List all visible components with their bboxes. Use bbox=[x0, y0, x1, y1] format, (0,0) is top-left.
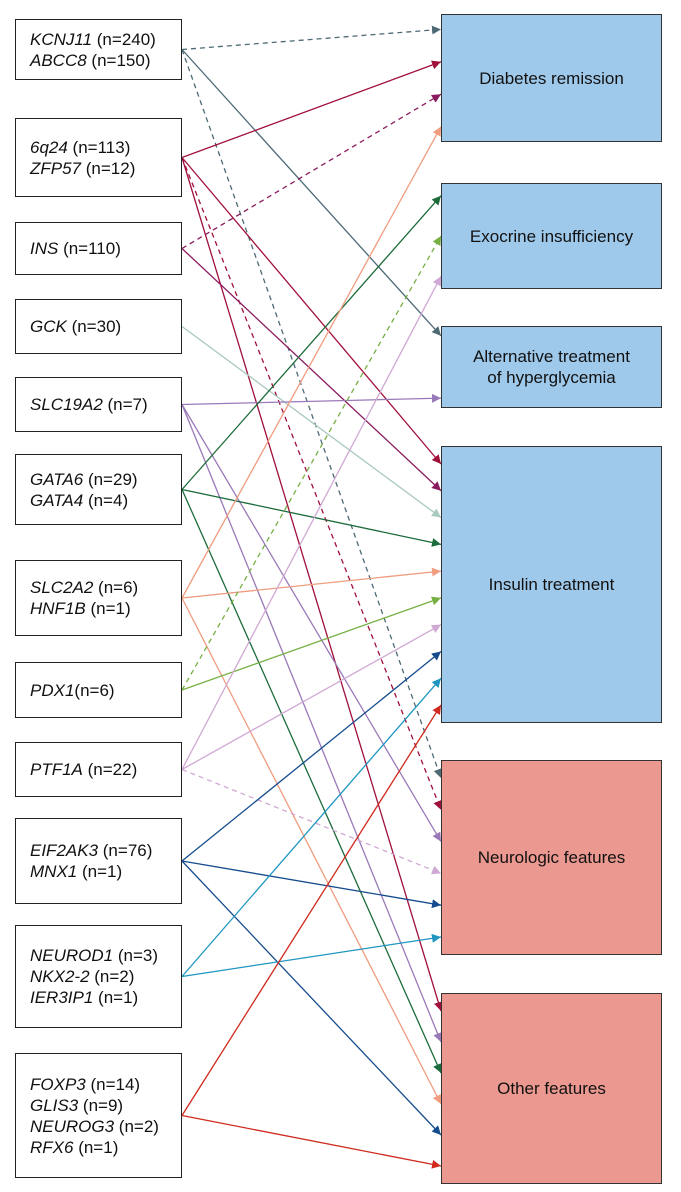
arrow-zfp57-to-insulin bbox=[181, 157, 442, 465]
arrow-slc19a2-to-alternative bbox=[181, 393, 442, 406]
gene-box-gata6: GATA6 (n=29) GATA4 (n=4) bbox=[15, 454, 182, 525]
outcome-box-alternative-treatment: Alternative treatment of hyperglycemia bbox=[441, 326, 662, 408]
outcome-box-diabetes-remission: Diabetes remission bbox=[441, 14, 662, 142]
arrow-neurod1-to-neurologic bbox=[181, 933, 442, 978]
arrow-gck-to-insulin bbox=[181, 325, 442, 519]
gene-line: GLIS3 (n=9) bbox=[30, 1095, 124, 1115]
outcome-box-insulin-treatment: Insulin treatment bbox=[441, 446, 662, 723]
arrow-ins-to-remission bbox=[181, 93, 442, 250]
gene-box-foxp3: FOXP3 (n=14) GLIS3 (n=9) NEUROG3 (n=2) R… bbox=[15, 1053, 182, 1178]
gene-box-slc19a2: SLC19A2 (n=7) bbox=[15, 377, 182, 432]
gene-line: ABCC8 (n=150) bbox=[30, 50, 151, 70]
arrow-gata6-to-insulin bbox=[181, 488, 442, 547]
gene-line: PDX1(n=6) bbox=[30, 680, 115, 700]
gene-line: NEUROG3 (n=2) bbox=[30, 1116, 159, 1136]
outcome-label: Alternative treatment bbox=[473, 347, 630, 366]
gene-box-slc2a2: SLC2A2 (n=6) HNF1B (n=1) bbox=[15, 560, 182, 636]
outcome-label: Exocrine insufficiency bbox=[469, 226, 634, 246]
arrow-slc2a2-to-other bbox=[181, 597, 442, 1105]
arrow-kcnj11-to-neurologic bbox=[181, 49, 443, 779]
gene-box-neurod1: NEUROD1 (n=3) NKX2-2 (n=2) IER3IP1 (n=1) bbox=[15, 925, 182, 1028]
gene-line: KCNJ11 (n=240) bbox=[30, 29, 156, 49]
arrow-gata6-to-other bbox=[181, 489, 442, 1074]
arrow-kcnj11-to-remission bbox=[181, 25, 442, 51]
gene-box-gck: GCK (n=30) bbox=[15, 299, 182, 354]
gene-line: NEUROD1 (n=3) bbox=[30, 946, 159, 965]
outcome-label: Neurologic features bbox=[477, 848, 626, 867]
arrow-ins-to-insulin bbox=[181, 248, 442, 492]
arrow-ptf1a-to-exocrine bbox=[181, 275, 442, 770]
arrow-neurod1-to-insulin bbox=[181, 677, 442, 977]
arrow-foxp3-to-insulin bbox=[181, 704, 442, 1116]
outcome-box-neurologic-features: Neurologic features bbox=[441, 760, 662, 955]
outcome-label: of hyperglycemia bbox=[487, 368, 616, 387]
gene-line: GATA4 (n=4) bbox=[30, 490, 129, 510]
gene-box-eif2ak3: EIF2AK3 (n=76) MNX1 (n=1) bbox=[15, 818, 182, 904]
arrow-slc19a2-to-other bbox=[181, 404, 442, 1043]
gene-line: GATA6 (n=29) bbox=[30, 469, 138, 489]
gene-box-pdx1: PDX1(n=6) bbox=[15, 662, 182, 718]
arrow-eif2ak3-to-other bbox=[181, 860, 442, 1136]
gene-line: NKX2-2 (n=2) bbox=[30, 967, 135, 986]
outcome-box-other-features: Other features bbox=[441, 993, 662, 1184]
arrow-slc19a2-to-neurologic bbox=[181, 404, 442, 842]
arrow-slc2a2-to-insulin bbox=[181, 567, 442, 599]
arrow-kcnj11-to-alternative bbox=[181, 49, 442, 337]
outcome-label: Insulin treatment bbox=[488, 575, 615, 594]
gene-line: PTF1A (n=22) bbox=[30, 760, 138, 779]
arrow-eif2ak3-to-neurologic bbox=[181, 860, 442, 909]
arrow-slc2a2-to-remission bbox=[181, 126, 442, 599]
outcome-box-exocrine-insufficiency: Exocrine insufficiency bbox=[441, 183, 662, 289]
arrow-foxp3-to-other bbox=[181, 1114, 442, 1169]
gene-box-zfp57: 6q24 (n=113) ZFP57 (n=12) bbox=[15, 118, 182, 197]
arrow-zfp57-to-neurologic bbox=[181, 157, 442, 811]
gene-line: EIF2AK3 (n=76) bbox=[30, 841, 153, 860]
gene-box-ptf1a: PTF1A (n=22) bbox=[15, 742, 182, 797]
arrow-eif2ak3-to-insulin bbox=[181, 650, 442, 862]
gene-line: GCK (n=30) bbox=[30, 317, 122, 336]
gene-box-kcnj11: KCNJ11 (n=240) ABCC8 (n=150) bbox=[15, 19, 182, 80]
gene-box-ins: INS (n=110) bbox=[15, 222, 182, 275]
gene-line: SLC19A2 (n=7) bbox=[30, 395, 148, 414]
gene-line: SLC2A2 (n=6) bbox=[30, 578, 139, 597]
gene-line: MNX1 (n=1) bbox=[30, 862, 123, 881]
gene-line: 6q24 (n=113) bbox=[30, 137, 131, 157]
arrow-pdx1-to-insulin bbox=[181, 596, 442, 691]
outcome-label: Diabetes remission bbox=[479, 68, 624, 88]
gene-line: INS (n=110) bbox=[30, 239, 121, 258]
gene-line: HNF1B (n=1) bbox=[30, 599, 131, 618]
arrow-pdx1-to-exocrine bbox=[181, 235, 442, 691]
outcome-label: Other features bbox=[497, 1079, 606, 1098]
arrow-zfp57-to-remission bbox=[181, 60, 442, 159]
arrow-ptf1a-to-neurologic bbox=[181, 768, 442, 875]
gene-line: IER3IP1 (n=1) bbox=[30, 988, 139, 1007]
arrow-ptf1a-to-insulin bbox=[181, 624, 442, 771]
gene-line: ZFP57 (n=12) bbox=[30, 158, 136, 178]
gene-line: RFX6 (n=1) bbox=[30, 1137, 119, 1157]
arrow-gata6-to-exocrine bbox=[181, 195, 442, 490]
gene-line: FOXP3 (n=14) bbox=[30, 1074, 141, 1094]
